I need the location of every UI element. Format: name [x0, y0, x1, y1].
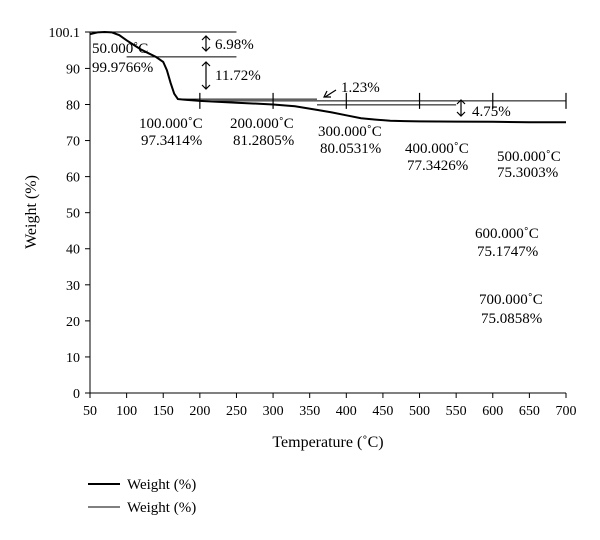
- x-tick-label: 450: [372, 404, 393, 419]
- arrow-1-23: [323, 89, 337, 98]
- legend: Weight (%) Weight (%): [88, 477, 196, 516]
- point-temp-400: 400.000˚C: [405, 141, 469, 157]
- point-temp-600: 600.000˚C: [475, 226, 539, 242]
- change-label-2: 11.72%: [215, 68, 261, 84]
- y-tick-label: 90: [66, 62, 80, 77]
- change-arrows: [201, 35, 466, 117]
- y-tick-label: 0: [73, 387, 80, 402]
- y-tick-label: 80: [66, 98, 80, 113]
- change-label-3: 1.23%: [341, 80, 380, 96]
- x-tick-label: 150: [153, 404, 174, 419]
- x-tick-label: 400: [336, 404, 357, 419]
- point-weight-100: 97.3414%: [141, 133, 202, 149]
- arrow-4-75: [456, 99, 466, 117]
- x-tick-label: 700: [556, 404, 577, 419]
- temperature-markers: [199, 92, 567, 109]
- point-weight-600: 75.1747%: [477, 244, 538, 260]
- x-ticks: 50 100 150 200 250 300 350 400 450 500 550 600 650 70…: [83, 393, 577, 419]
- x-tick-label: 300: [263, 404, 284, 419]
- point-weight-50: 99.9766%: [92, 60, 153, 76]
- point-temp-500: 500.000˚C: [497, 149, 561, 165]
- point-temp-700: 700.000˚C: [479, 292, 543, 308]
- x-tick-label: 500: [409, 404, 430, 419]
- arrow-11-72: [201, 61, 211, 90]
- point-weight-400: 77.3426%: [407, 158, 468, 174]
- y-tick-label: 30: [66, 279, 80, 294]
- point-weight-300: 80.0531%: [320, 141, 381, 157]
- x-tick-label: 600: [482, 404, 503, 419]
- point-temp-200: 200.000˚C: [230, 116, 294, 132]
- y-tick-label: 20: [66, 315, 80, 330]
- reference-lines: [90, 31, 457, 106]
- y-tick-label: 70: [66, 135, 80, 150]
- change-label-4: 4.75%: [472, 104, 511, 120]
- y-tick-label: 10: [66, 351, 80, 366]
- y-ticks: 0 10 20 30 40 50 60 70 80 90 100.1: [49, 26, 90, 402]
- point-weight-200: 81.2805%: [233, 133, 294, 149]
- y-axis-title: Weight (%): [23, 175, 40, 249]
- point-weight-700: 75.0858%: [481, 311, 542, 327]
- x-tick-label: 50: [83, 404, 97, 419]
- y-tick-label: 100.1: [49, 26, 81, 41]
- point-temp-100: 100.000˚C: [139, 116, 203, 132]
- point-temp-300: 300.000˚C: [318, 124, 382, 140]
- arrow-6-98: [201, 35, 211, 52]
- weight-series-line: [89, 30, 566, 124]
- x-tick-label: 100: [116, 404, 137, 419]
- y-tick-label: 60: [66, 171, 80, 186]
- x-tick-label: 250: [226, 404, 247, 419]
- point-weight-500: 75.3003%: [497, 165, 558, 181]
- point-temp-50: 50.000˚C: [92, 41, 148, 57]
- x-tick-label: 550: [446, 404, 467, 419]
- y-tick-label: 50: [66, 207, 80, 222]
- y-tick-label: 40: [66, 243, 80, 258]
- x-axis-title: Temperature (˚C): [272, 434, 383, 451]
- x-tick-label: 350: [299, 404, 320, 419]
- legend-label-thick: Weight (%): [127, 477, 196, 493]
- axes: [89, 32, 566, 394]
- x-tick-label: 650: [519, 404, 540, 419]
- legend-label-thin: Weight (%): [127, 500, 196, 516]
- change-label-1: 6.98%: [215, 37, 254, 53]
- x-tick-label: 200: [189, 404, 210, 419]
